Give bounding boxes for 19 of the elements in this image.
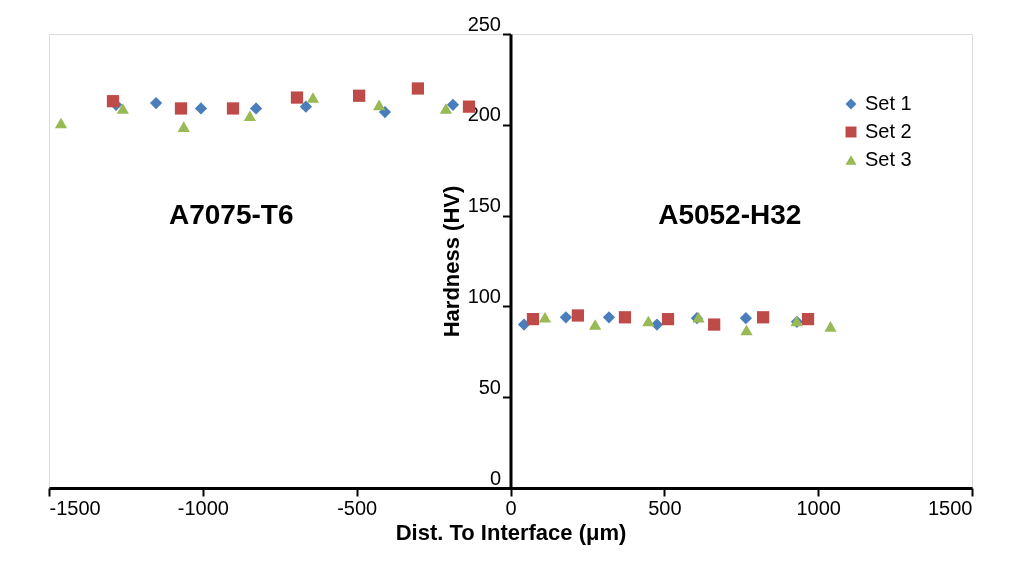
x-tick-label: 1500 — [928, 496, 973, 519]
annotation: A5052-H32 — [658, 198, 802, 230]
x-tick-label: 500 — [648, 496, 682, 519]
annotation: A7075-T6 — [168, 198, 294, 230]
y-tick-label: 150 — [467, 194, 501, 217]
x-tick-label: -500 — [337, 496, 378, 519]
legend-label: Set 1 — [865, 92, 912, 114]
legend-label: Set 2 — [865, 120, 912, 142]
y-tick-label: 250 — [467, 12, 501, 35]
x-tick-label: 1000 — [796, 496, 841, 519]
legend-label: Set 3 — [865, 148, 912, 170]
y-axis-title: Hardness (HV) — [438, 185, 464, 338]
x-tick-label: 0 — [505, 496, 517, 519]
x-tick-label: -1500 — [49, 496, 101, 519]
y-tick-label: 0 — [489, 466, 501, 489]
y-tick-label: 50 — [478, 375, 501, 398]
x-axis-title: Dist. To Interface (μm) — [395, 519, 627, 545]
y-tick-label: 100 — [467, 284, 501, 307]
x-tick-label: -1000 — [177, 496, 229, 519]
